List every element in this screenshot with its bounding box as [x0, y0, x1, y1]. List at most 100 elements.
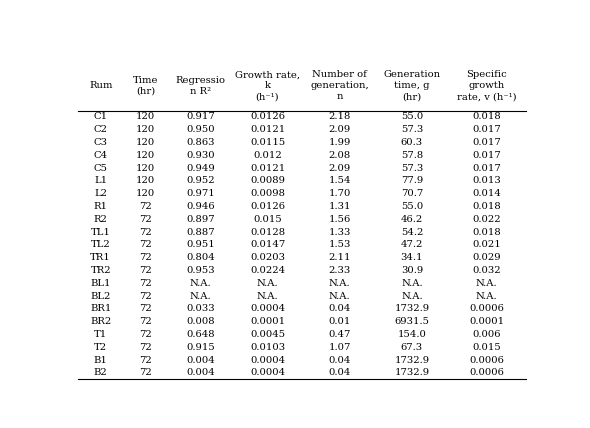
- Text: 2.08: 2.08: [329, 151, 351, 160]
- Text: 0.0001: 0.0001: [250, 317, 285, 326]
- Text: N.A.: N.A.: [329, 291, 350, 300]
- Text: 0.0128: 0.0128: [250, 228, 285, 237]
- Text: B2: B2: [94, 369, 107, 377]
- Text: B1: B1: [94, 356, 107, 365]
- Text: 1.56: 1.56: [329, 215, 351, 224]
- Text: 1.33: 1.33: [329, 228, 351, 237]
- Text: 72: 72: [139, 291, 152, 300]
- Text: 154.0: 154.0: [398, 330, 427, 339]
- Text: 0.017: 0.017: [472, 151, 501, 160]
- Text: 30.9: 30.9: [401, 266, 423, 275]
- Text: N.A.: N.A.: [257, 279, 278, 288]
- Text: 0.018: 0.018: [472, 202, 501, 211]
- Text: 1.54: 1.54: [329, 176, 351, 185]
- Text: 120: 120: [136, 189, 155, 198]
- Text: 0.021: 0.021: [472, 241, 501, 250]
- Text: N.A.: N.A.: [476, 291, 497, 300]
- Text: 72: 72: [139, 215, 152, 224]
- Text: 0.0006: 0.0006: [469, 304, 504, 313]
- Text: L1: L1: [94, 176, 107, 185]
- Text: 72: 72: [139, 317, 152, 326]
- Text: 0.004: 0.004: [186, 356, 215, 365]
- Text: R1: R1: [94, 202, 108, 211]
- Text: Growth rate,
k
(h⁻¹): Growth rate, k (h⁻¹): [235, 70, 300, 101]
- Text: 0.915: 0.915: [186, 343, 215, 352]
- Text: C3: C3: [94, 138, 108, 147]
- Text: C4: C4: [94, 151, 108, 160]
- Text: 0.648: 0.648: [186, 330, 215, 339]
- Text: 72: 72: [139, 228, 152, 237]
- Text: BL2: BL2: [90, 291, 111, 300]
- Text: 0.0115: 0.0115: [250, 138, 285, 147]
- Text: TR1: TR1: [90, 253, 111, 262]
- Text: 72: 72: [139, 241, 152, 250]
- Text: 0.033: 0.033: [186, 304, 215, 313]
- Text: 72: 72: [139, 356, 152, 365]
- Text: 120: 120: [136, 125, 155, 134]
- Text: 0.950: 0.950: [186, 125, 215, 134]
- Text: Regressio
n R²: Regressio n R²: [175, 76, 225, 96]
- Text: 2.33: 2.33: [329, 266, 351, 275]
- Text: N.A.: N.A.: [401, 291, 422, 300]
- Text: 0.012: 0.012: [253, 151, 282, 160]
- Text: TL1: TL1: [91, 228, 111, 237]
- Text: 1732.9: 1732.9: [394, 356, 430, 365]
- Text: 0.0004: 0.0004: [250, 369, 285, 377]
- Text: 0.0098: 0.0098: [250, 189, 285, 198]
- Text: 60.3: 60.3: [401, 138, 423, 147]
- Text: 2.11: 2.11: [329, 253, 351, 262]
- Text: 0.804: 0.804: [186, 253, 215, 262]
- Text: C2: C2: [94, 125, 108, 134]
- Text: 1.53: 1.53: [329, 241, 351, 250]
- Text: 0.0224: 0.0224: [250, 266, 285, 275]
- Text: 1.31: 1.31: [329, 202, 351, 211]
- Text: N.A.: N.A.: [257, 291, 278, 300]
- Text: 54.2: 54.2: [401, 228, 423, 237]
- Text: N.A.: N.A.: [401, 279, 422, 288]
- Text: 1.99: 1.99: [329, 138, 351, 147]
- Text: 1.70: 1.70: [329, 189, 351, 198]
- Text: 0.04: 0.04: [329, 369, 351, 377]
- Text: 0.008: 0.008: [186, 317, 215, 326]
- Text: 0.0121: 0.0121: [250, 125, 285, 134]
- Text: 1.07: 1.07: [329, 343, 351, 352]
- Text: 55.0: 55.0: [401, 113, 423, 122]
- Text: 1732.9: 1732.9: [394, 369, 430, 377]
- Text: 0.917: 0.917: [186, 113, 215, 122]
- Text: Rum: Rum: [89, 81, 113, 90]
- Text: R2: R2: [94, 215, 107, 224]
- Text: 0.032: 0.032: [472, 266, 501, 275]
- Text: 72: 72: [139, 202, 152, 211]
- Text: 0.017: 0.017: [472, 138, 501, 147]
- Text: 0.017: 0.017: [472, 125, 501, 134]
- Text: 120: 120: [136, 138, 155, 147]
- Text: 2.09: 2.09: [329, 125, 351, 134]
- Text: BR1: BR1: [90, 304, 112, 313]
- Text: 0.015: 0.015: [253, 215, 282, 224]
- Text: 2.18: 2.18: [329, 113, 351, 122]
- Text: 6931.5: 6931.5: [394, 317, 430, 326]
- Text: 0.0004: 0.0004: [250, 304, 285, 313]
- Text: 0.887: 0.887: [186, 228, 215, 237]
- Text: 34.1: 34.1: [401, 253, 423, 262]
- Text: 2.09: 2.09: [329, 163, 351, 172]
- Text: 0.930: 0.930: [186, 151, 215, 160]
- Text: 120: 120: [136, 113, 155, 122]
- Text: 47.2: 47.2: [401, 241, 423, 250]
- Text: 72: 72: [139, 304, 152, 313]
- Text: 0.018: 0.018: [472, 228, 501, 237]
- Text: 120: 120: [136, 176, 155, 185]
- Text: 0.0006: 0.0006: [469, 356, 504, 365]
- Text: 0.01: 0.01: [329, 317, 351, 326]
- Text: N.A.: N.A.: [329, 279, 350, 288]
- Text: 0.014: 0.014: [472, 189, 501, 198]
- Text: 0.013: 0.013: [472, 176, 501, 185]
- Text: 70.7: 70.7: [401, 189, 423, 198]
- Text: 0.952: 0.952: [186, 176, 215, 185]
- Text: N.A.: N.A.: [476, 279, 497, 288]
- Text: 0.0004: 0.0004: [250, 356, 285, 365]
- Text: 0.951: 0.951: [186, 241, 215, 250]
- Text: 120: 120: [136, 163, 155, 172]
- Text: 0.971: 0.971: [186, 189, 215, 198]
- Text: 72: 72: [139, 266, 152, 275]
